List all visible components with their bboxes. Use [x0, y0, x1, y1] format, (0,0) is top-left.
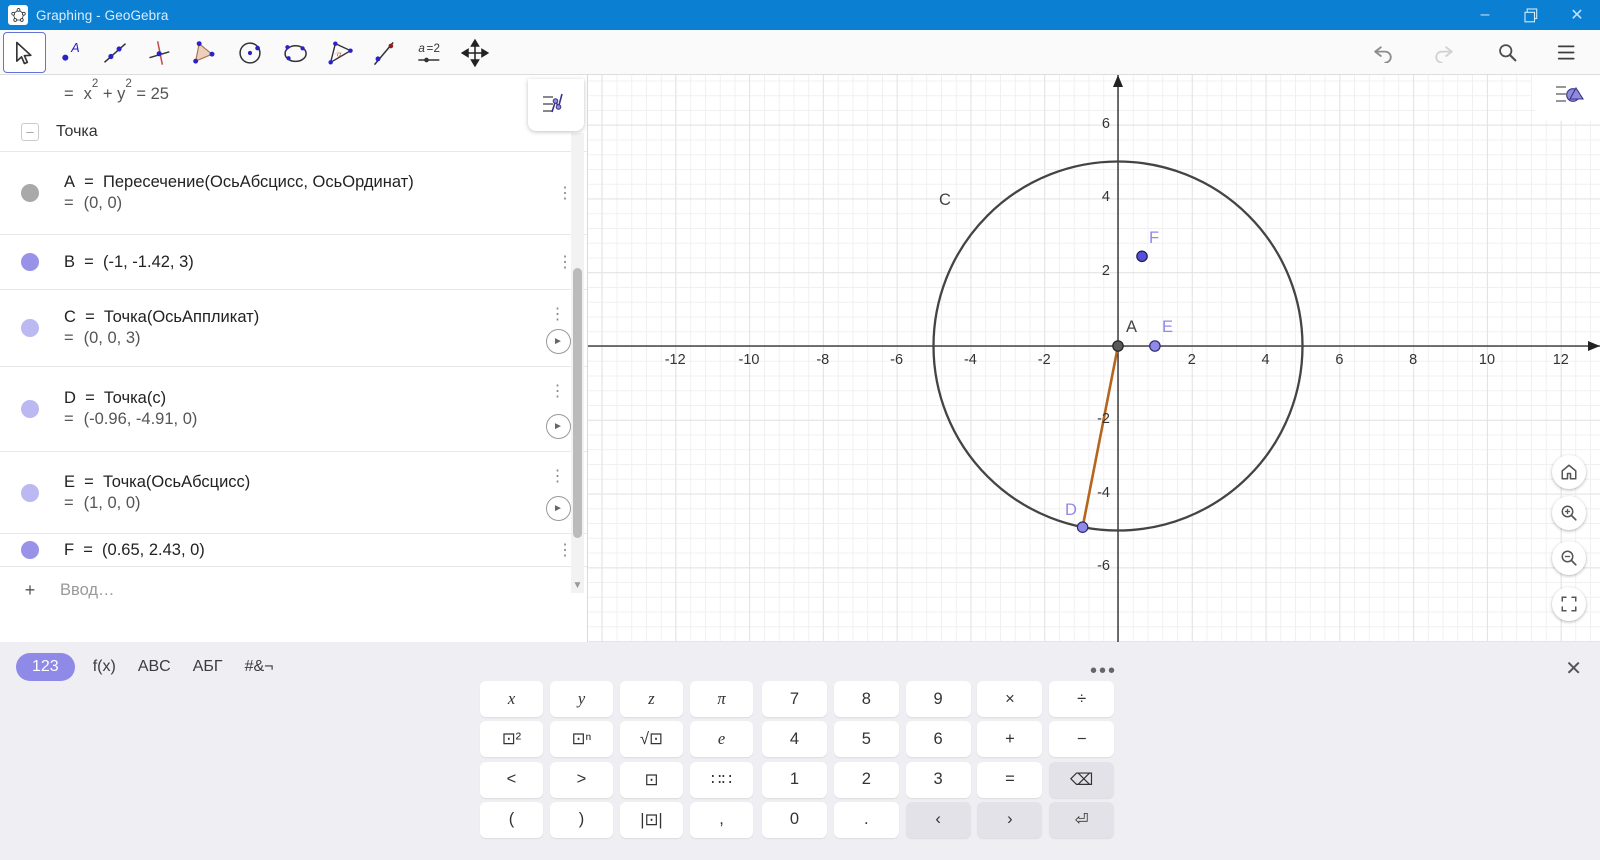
svg-text:=: =	[426, 41, 433, 54]
svg-text:2: 2	[433, 41, 439, 54]
svg-text:α: α	[336, 49, 341, 58]
svg-text:a: a	[418, 41, 425, 54]
svg-text:A: A	[70, 39, 80, 54]
